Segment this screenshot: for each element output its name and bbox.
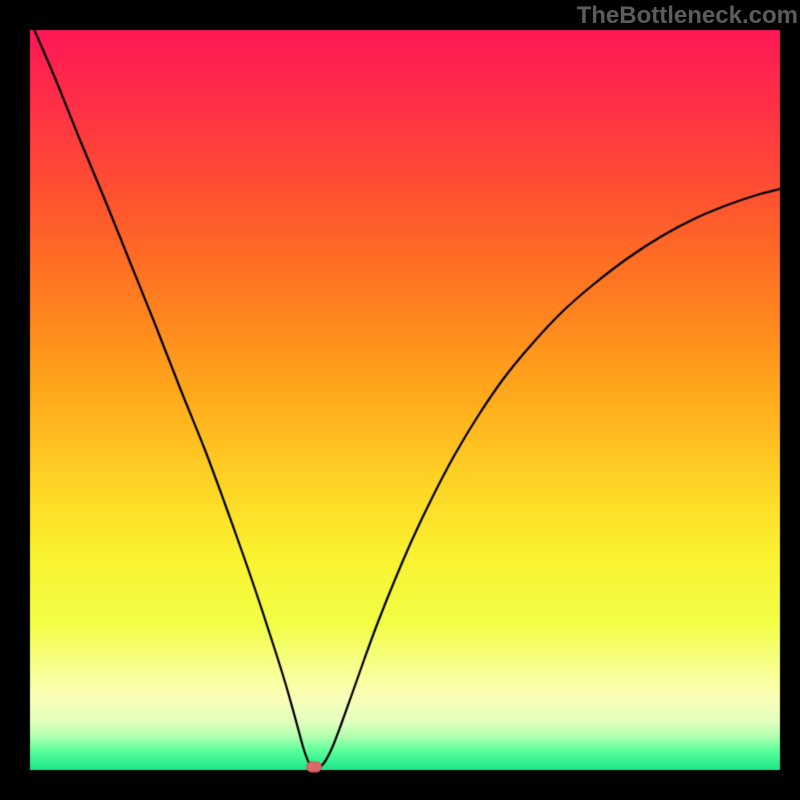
- chart-container: TheBottleneck.com: [0, 0, 800, 800]
- bottleneck-chart-canvas: [0, 0, 800, 800]
